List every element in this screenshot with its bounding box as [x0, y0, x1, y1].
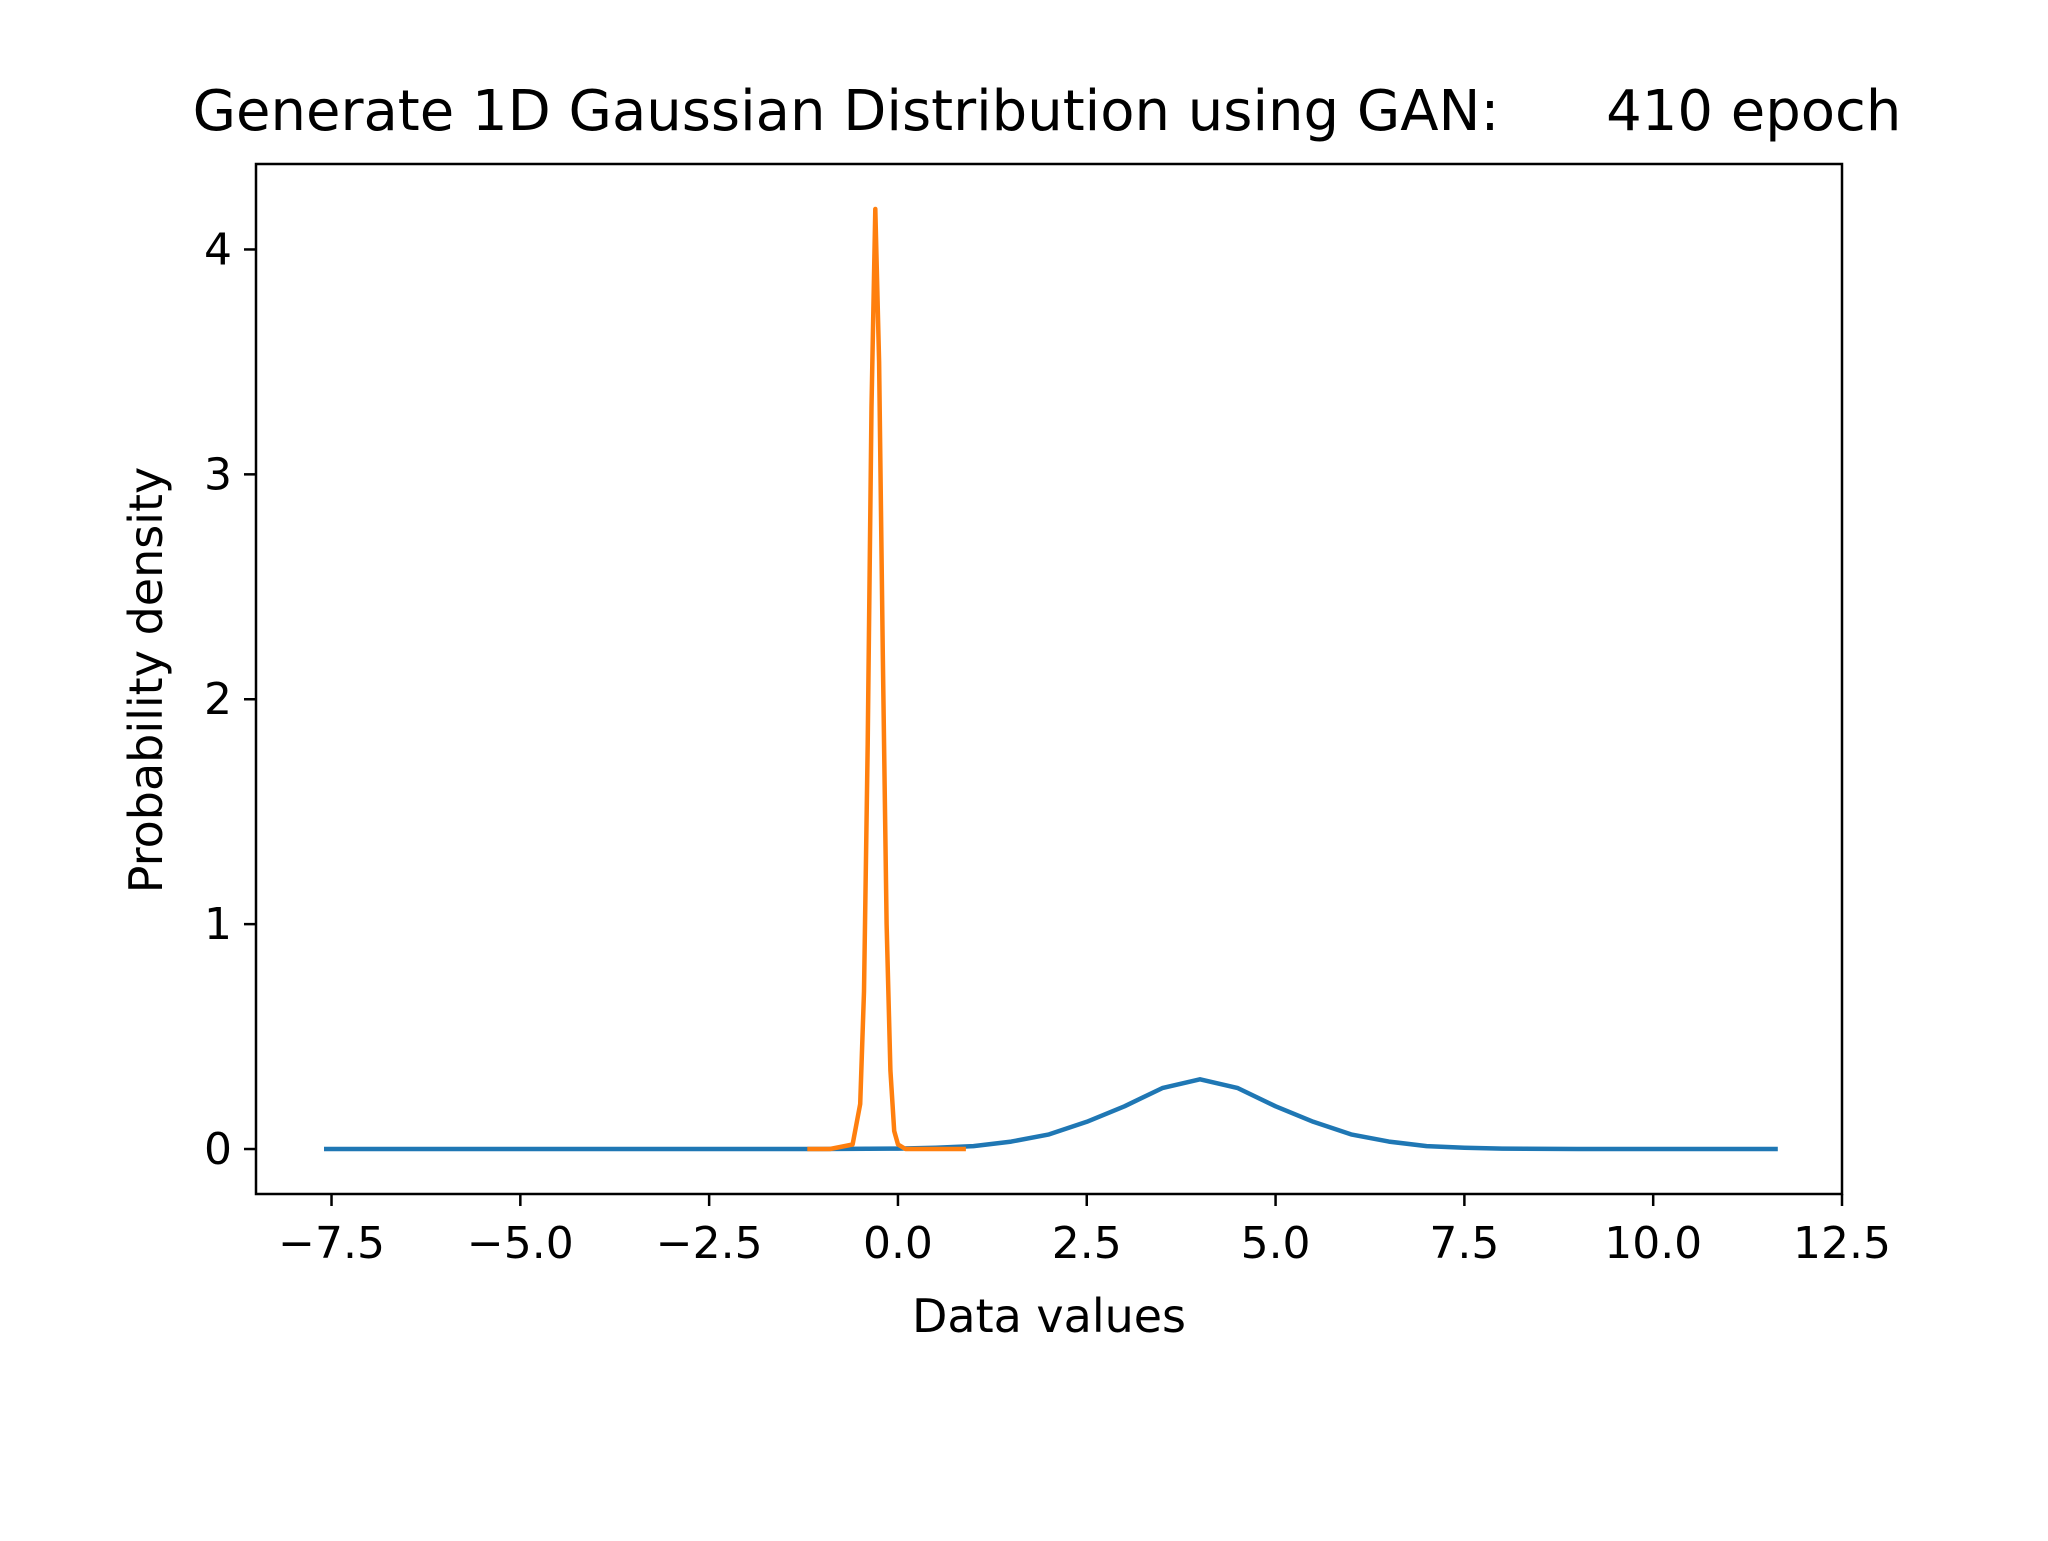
y-tick-label: 4: [204, 224, 232, 275]
y-axis-label: Probability density: [119, 467, 173, 893]
series-line-1: [807, 206, 966, 1152]
x-tick-label: −5.0: [467, 1218, 574, 1269]
y-tick-label: 0: [204, 1124, 232, 1175]
plot-frame: [254, 162, 1844, 1196]
chart-title: Generate 1D Gaussian Distribution using …: [193, 79, 1902, 144]
x-tick-label: 7.5: [1429, 1218, 1499, 1269]
plot-lines: [324, 206, 1778, 1152]
x-tick-label: −7.5: [278, 1218, 385, 1269]
y-tick-label: 1: [204, 899, 232, 950]
y-tick-label: 2: [204, 674, 232, 725]
x-tick-label: 10.0: [1604, 1218, 1702, 1269]
x-axis-label: Data values: [912, 1289, 1186, 1343]
x-tick-label: −2.5: [656, 1218, 763, 1269]
y-axis-ticks: 0 1 2 3 4: [204, 224, 256, 1175]
x-tick-label: 5.0: [1241, 1218, 1311, 1269]
y-tick-label: 3: [204, 449, 232, 500]
x-tick-label: 12.5: [1793, 1218, 1891, 1269]
x-tick-label: 2.5: [1052, 1218, 1122, 1269]
x-axis-ticks: −7.5 −5.0 −2.5 0.0 2.5 5.0 7.5 10.0 12.5: [278, 1194, 1891, 1269]
x-tick-label: 0.0: [863, 1218, 933, 1269]
